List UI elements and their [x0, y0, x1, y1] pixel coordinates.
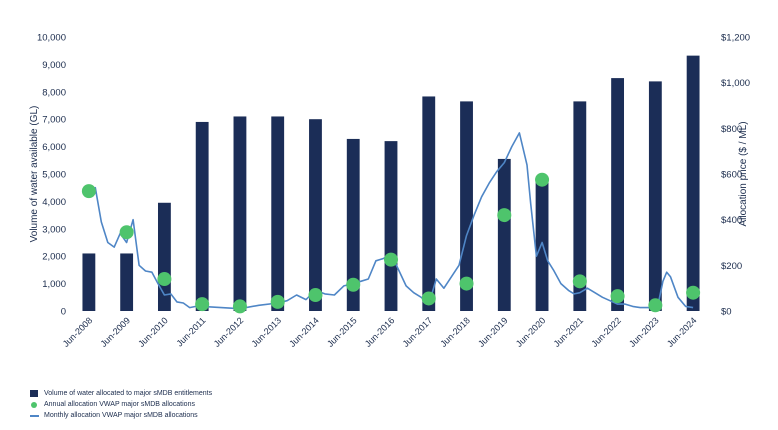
- x-tick-label-10: Jun-2018: [438, 315, 472, 349]
- legend-bar-swatch: [30, 390, 38, 397]
- left-axis-title: Volume of water available (GL): [29, 106, 40, 243]
- legend-line-swatch: [30, 414, 39, 417]
- bar-10: [460, 101, 473, 311]
- legend: Volume of water allocated to major sMDB …: [30, 388, 212, 421]
- chart-svg: 0 1,000 2,000 3,000 4,000 5,000 6,000 7,000 8,00…: [29, 33, 750, 349]
- x-tick-label-11: Jun-2019: [476, 315, 510, 349]
- bar-16: [686, 55, 700, 311]
- x-tick-label-5: Jun-2013: [250, 315, 284, 349]
- left-tick-label-2: 2,000: [42, 252, 66, 263]
- annual-vwap-point-5: [270, 294, 285, 309]
- x-tick-label-15: Jun-2023: [627, 315, 661, 349]
- annual-vwap-point-15: [648, 298, 663, 313]
- x-tick-label-1: Jun-2009: [98, 315, 132, 349]
- annual-vwap-point-14: [610, 289, 625, 304]
- annual-vwap-point-11: [497, 208, 512, 223]
- bar-6: [309, 119, 322, 311]
- annual-vwap-point-3: [195, 297, 210, 312]
- annual-vwap-point-7: [346, 277, 361, 292]
- annual-vwap-point-12: [535, 172, 550, 187]
- annual-vwap-point-6: [308, 288, 323, 303]
- annual-vwap-point-13: [572, 274, 587, 289]
- annual-vwap-point-1: [119, 225, 134, 240]
- x-tick-label-13: Jun-2021: [552, 315, 586, 349]
- right-tick-label-6: $1,200: [721, 33, 750, 44]
- legend-item-annual: Annual allocation VWAP major sMDB alloca…: [30, 399, 212, 410]
- bar-1: [120, 253, 134, 311]
- right-tick-label-0: $0: [721, 307, 732, 318]
- x-tick-label-3: Jun-2011: [174, 315, 207, 348]
- bar-9: [422, 96, 436, 311]
- right-tick-label-1: $200: [721, 261, 742, 272]
- legend-label-monthly: Monthly allocation VWAP major sMDB alloc…: [44, 412, 198, 419]
- x-tick-label-7: Jun-2015: [325, 315, 359, 349]
- x-tick-label-16: Jun-2024: [665, 315, 699, 349]
- right-axis-title: Allocation price ($ / ML): [738, 121, 749, 226]
- left-tick-label-4: 4,000: [42, 197, 66, 208]
- bar-7: [346, 138, 360, 311]
- x-tick-label-9: Jun-2017: [401, 315, 435, 349]
- annual-vwap-point-16: [686, 285, 701, 300]
- left-tick-label-5: 5,000: [42, 170, 66, 181]
- x-tick-label-8: Jun-2016: [363, 315, 397, 349]
- bar-layer: [82, 55, 700, 312]
- annual-vwap-point-9: [421, 291, 436, 306]
- left-tick-label-6: 6,000: [42, 142, 66, 153]
- bar-4: [233, 116, 247, 312]
- bar-5: [271, 116, 285, 312]
- annual-vwap-point-0: [81, 184, 96, 199]
- left-tick-label-3: 3,000: [42, 224, 66, 235]
- x-tick-label-0: Jun-2008: [61, 315, 95, 349]
- bar-11: [497, 158, 511, 311]
- right-tick-label-5: $1,000: [721, 78, 750, 89]
- legend-item-monthly: Monthly allocation VWAP major sMDB alloc…: [30, 410, 212, 421]
- x-tick-label-2: Jun-2010: [136, 315, 170, 349]
- right-tick-label-2: $400: [721, 215, 742, 226]
- scatter-layer: [81, 172, 701, 314]
- x-tick-label-6: Jun-2014: [287, 315, 321, 349]
- left-tick-label-10: 10,000: [37, 33, 66, 44]
- bar-0: [82, 253, 96, 311]
- left-tick-label-9: 9,000: [42, 60, 66, 71]
- x-tick-label-14: Jun-2022: [589, 315, 623, 349]
- left-axis: 0 1,000 2,000 3,000 4,000 5,000 6,000 7,000 8,00…: [37, 33, 66, 318]
- bar-3: [195, 121, 209, 311]
- x-axis: Jun-2008 Jun-2009 Jun-2010 Jun-2011 Jun-2012…: [61, 315, 699, 349]
- left-tick-label-0: 0: [61, 307, 66, 318]
- annual-vwap-point-8: [384, 252, 398, 267]
- legend-item-bars: Volume of water allocated to major sMDB …: [30, 388, 212, 399]
- x-tick-label-12: Jun-2020: [514, 315, 548, 349]
- annual-vwap-point-2: [157, 272, 172, 287]
- right-axis: $0 $200 $400 $600 $800 $1,000 $1,200: [721, 33, 750, 318]
- right-tick-label-3: $600: [721, 170, 742, 181]
- bar-14: [611, 78, 625, 311]
- bar-12: [535, 179, 549, 311]
- bar-15: [648, 81, 662, 311]
- annual-vwap-point-10: [459, 276, 474, 291]
- legend-label-bars: Volume of water allocated to major sMDB …: [44, 390, 213, 397]
- annual-vwap-point-4: [232, 299, 247, 314]
- bar-8: [384, 141, 398, 311]
- legend-dot-swatch: [31, 401, 37, 408]
- left-tick-label-8: 8,000: [42, 87, 66, 98]
- legend-label-annual: Annual allocation VWAP major sMDB alloca…: [44, 401, 195, 408]
- left-tick-label-1: 1,000: [42, 279, 66, 290]
- left-tick-label-7: 7,000: [42, 115, 66, 126]
- right-tick-label-4: $800: [721, 124, 742, 135]
- bar-13: [573, 101, 587, 311]
- x-tick-label-4: Jun-2012: [212, 315, 246, 349]
